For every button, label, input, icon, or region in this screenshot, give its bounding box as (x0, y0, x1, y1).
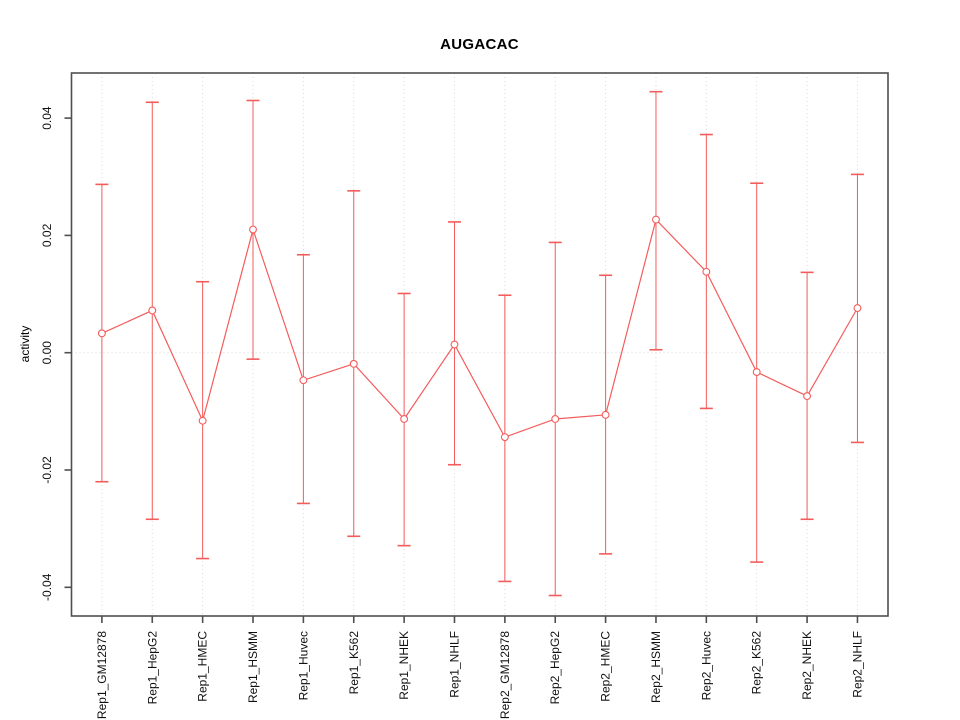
x-tick-label: Rep1_NHEK (397, 631, 411, 700)
y-tick-label: 0.02 (40, 223, 54, 247)
x-tick-label: Rep2_HepG2 (548, 631, 562, 705)
x-tick-label: Rep2_Huvec (699, 631, 713, 700)
x-tick-label: Rep1_K562 (347, 631, 361, 695)
x-tick-label: Rep2_HSMM (649, 631, 663, 703)
x-tick-label: Rep1_Huvec (296, 631, 310, 700)
data-point (450, 340, 459, 349)
data-point (601, 410, 610, 419)
y-tick-label: 0.00 (40, 341, 54, 365)
y-tick-label: -0.02 (40, 456, 54, 484)
data-point (148, 306, 157, 315)
data-point (97, 329, 106, 338)
chart-title: AUGACAC (440, 36, 519, 53)
data-point (249, 225, 257, 234)
data-point (702, 267, 711, 276)
x-tick-label: Rep1_HSMM (246, 631, 260, 703)
data-point (400, 415, 409, 423)
data-point (299, 376, 308, 385)
data-point (853, 304, 862, 313)
x-tick-label: Rep1_HMEC (196, 631, 210, 702)
x-tick-label: Rep2_NHEK (800, 631, 814, 700)
data-point (500, 433, 509, 442)
y-axis-title: activity (18, 325, 32, 363)
plot-border (70, 72, 889, 617)
x-tick-label: Rep2_K562 (750, 631, 764, 695)
data-point (349, 359, 358, 368)
x-tick-label: Rep1_GM12878 (95, 631, 109, 719)
x-tick-label: Rep1_HepG2 (145, 631, 159, 705)
data-point (198, 416, 207, 425)
data-point (752, 368, 761, 377)
y-tick-label: -0.04 (40, 573, 54, 601)
x-tick-label: Rep2_NHLF (850, 631, 864, 698)
series-line (101, 218, 858, 438)
data-point (652, 215, 660, 224)
x-tick-label: Rep2_GM12878 (498, 631, 512, 719)
x-tick-label: Rep1_NHLF (447, 631, 461, 698)
data-point (551, 415, 560, 423)
y-tick-label: 0.04 (40, 106, 54, 130)
x-tick-label: Rep2_HMEC (599, 631, 613, 702)
data-point (803, 392, 812, 401)
